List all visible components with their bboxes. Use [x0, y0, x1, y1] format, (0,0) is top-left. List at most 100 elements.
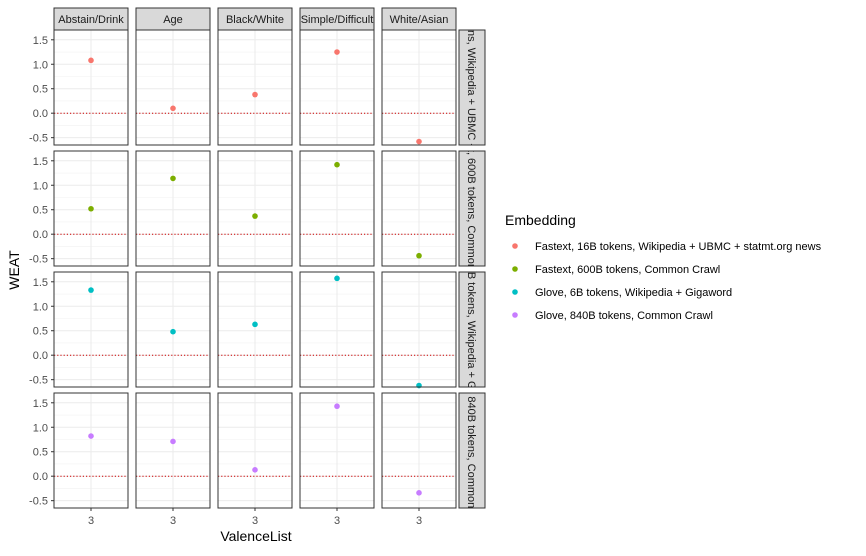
y-tick-label: 0.0 — [33, 229, 48, 241]
legend-label: Fastext, 600B tokens, Common Crawl — [535, 264, 720, 276]
y-tick-label: 0.0 — [33, 108, 48, 120]
data-point — [416, 252, 422, 259]
y-tick-label: 0.0 — [33, 350, 48, 362]
data-point — [252, 321, 258, 328]
y-tick-label: 1.0 — [33, 422, 48, 434]
legend-swatch — [512, 312, 518, 318]
x-tick-label: 3 — [416, 515, 422, 527]
facet-row-label: Fastext, 16B tokens, Wikipedia + UBMC + … — [465, 0, 477, 231]
panel-border — [299, 29, 375, 146]
data-point — [88, 205, 94, 212]
data-point — [252, 213, 258, 219]
facet-row-strip — [458, 392, 486, 509]
panel-border — [135, 150, 211, 267]
facet-row-label-group: Glove, 6B tokens, Wikipedia + Gigaword — [465, 272, 477, 387]
facet-panel — [299, 271, 375, 388]
data-point — [170, 175, 176, 182]
y-tick-label: -0.5 — [29, 254, 48, 266]
facet-panel — [53, 271, 129, 388]
facet-panel — [381, 392, 457, 509]
y-tick-label: 1.0 — [33, 301, 48, 313]
y-tick-label: 0.5 — [33, 84, 48, 96]
y-axis-title: WEAT — [6, 250, 22, 290]
legend-swatch — [512, 289, 518, 295]
y-tick-label: -0.5 — [29, 375, 48, 387]
data-point — [170, 105, 176, 112]
facet-row-label: Fastext, 600B tokens, Common Crawl — [465, 116, 477, 301]
x-tick-label: 3 — [170, 515, 176, 527]
legend-label: Fastext, 16B tokens, Wikipedia + UBMC + … — [535, 241, 822, 253]
panel-border — [217, 271, 293, 388]
facet-column-label: Black/White — [226, 14, 284, 26]
y-tick-label: 1.0 — [33, 180, 48, 192]
data-point — [252, 467, 258, 473]
legend: Embedding Fastext, 16B tokens, Wikipedia… — [505, 212, 822, 322]
panel-border — [217, 150, 293, 267]
panel-border — [381, 150, 457, 267]
y-tick-label: 0.5 — [33, 326, 48, 338]
panel-border — [135, 271, 211, 388]
facet-panel — [53, 392, 129, 509]
data-point — [334, 275, 340, 282]
data-point — [252, 91, 258, 98]
facet-panel — [135, 150, 211, 267]
facet-panel — [217, 392, 293, 509]
legend-swatch — [512, 266, 518, 272]
panel-border — [53, 150, 129, 267]
facet-row-label-group: Fastext, 600B tokens, Common Crawl — [465, 116, 477, 301]
panel-border — [381, 29, 457, 146]
facet-panel — [381, 271, 457, 389]
facet-panel — [135, 392, 211, 509]
legend-label: Glove, 6B tokens, Wikipedia + Gigaword — [535, 287, 732, 299]
facet-panel — [299, 150, 375, 267]
legend-swatch — [512, 243, 518, 249]
facet-column-label: White/Asian — [390, 14, 449, 26]
panel-border — [217, 29, 293, 146]
y-tick-label: 1.5 — [33, 35, 48, 47]
y-tick-label: 0.0 — [33, 471, 48, 483]
legend-label: Glove, 840B tokens, Common Crawl — [535, 310, 713, 322]
data-point — [88, 287, 94, 293]
facet-panel — [53, 150, 129, 267]
data-point — [170, 328, 176, 335]
data-point — [334, 49, 340, 55]
facet-panel — [217, 29, 293, 146]
y-tick-label: 1.0 — [33, 59, 48, 71]
data-point — [334, 161, 340, 168]
facet-panel — [299, 29, 375, 146]
facet-panel — [135, 271, 211, 388]
data-point — [170, 438, 176, 445]
data-point — [416, 490, 422, 496]
y-tick-label: 0.5 — [33, 205, 48, 217]
facet-panel — [381, 29, 457, 146]
data-point — [88, 433, 94, 439]
y-tick-label: 1.5 — [33, 156, 48, 168]
facet-panel — [299, 392, 375, 509]
facet-row-strip — [458, 150, 486, 267]
x-axis-title: ValenceList — [220, 528, 291, 544]
x-tick-label: 3 — [334, 515, 340, 527]
facet-row-label-group: Fastext, 16B tokens, Wikipedia + UBMC + … — [465, 0, 477, 231]
panel-border — [135, 29, 211, 146]
y-tick-label: 1.5 — [33, 398, 48, 410]
panel-border — [53, 271, 129, 388]
facet-column-label: Age — [163, 14, 183, 26]
facet-panel — [217, 271, 293, 388]
data-point — [88, 57, 94, 64]
facet-row-label: Glove, 840B tokens, Common Crawl — [465, 362, 477, 540]
facet-row-strip — [458, 29, 486, 146]
facet-row-strip — [458, 271, 486, 388]
facet-panel — [135, 29, 211, 146]
panel-border — [299, 150, 375, 267]
panel-border — [381, 271, 457, 388]
y-tick-label: -0.5 — [29, 133, 48, 145]
data-point — [416, 138, 422, 145]
y-tick-label: 0.5 — [33, 447, 48, 459]
y-tick-label: -0.5 — [29, 496, 48, 508]
facet-row-label-group: Glove, 840B tokens, Common Crawl — [465, 362, 477, 540]
panel-border — [299, 271, 375, 388]
facet-panel — [381, 150, 457, 267]
x-tick-label: 3 — [252, 515, 258, 527]
